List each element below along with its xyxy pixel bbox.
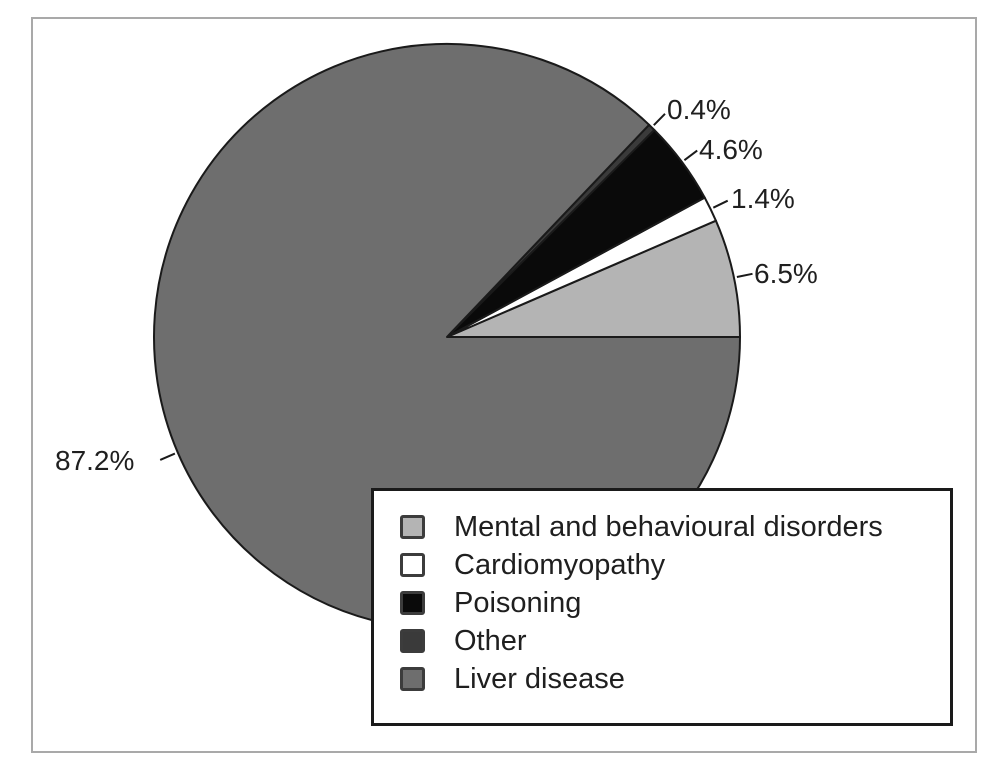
legend-label: Other: [454, 624, 527, 657]
percent-label-cardiomyopathy: 1.4%: [731, 183, 795, 214]
label-tick-lines: [159, 113, 753, 461]
legend-swatch-icon-poisoning: [400, 591, 425, 615]
percent-label-poisoning: 4.6%: [699, 134, 763, 165]
legend-swatch-icon-mental-and-behavioural-disorders: [400, 515, 425, 539]
legend-label: Mental and behavioural disorders: [454, 510, 883, 543]
legend-swatch-icon-liver-disease: [400, 667, 425, 691]
legend-swatch-icon-other: [400, 629, 425, 653]
legend-item-liver-disease: Liver disease: [400, 660, 950, 698]
legend-item-mental-and-behavioural-disorders: Mental and behavioural disorders: [400, 508, 950, 546]
pie-slice-mental-and-behavioural-disorders: [446, 219, 741, 338]
legend-item-cardiomyopathy: Cardiomyopathy: [400, 546, 950, 584]
percent-label-liver-disease: 87.2%: [55, 445, 135, 476]
legend-label: Poisoning: [454, 586, 582, 619]
legend-label: Liver disease: [454, 662, 625, 695]
legend-item-poisoning: Poisoning: [400, 584, 950, 622]
label-tick-cardiomyopathy: [712, 199, 729, 209]
legend-label: Cardiomyopathy: [454, 548, 666, 581]
pie-slices: [153, 42, 741, 631]
label-tick-other: [653, 113, 666, 126]
label-tick-poisoning: [683, 149, 698, 161]
label-tick-liver-disease: [159, 452, 176, 461]
legend-item-other: Other: [400, 622, 950, 660]
label-tick-mental-and-behavioural-disorders: [736, 272, 753, 278]
percent-label-mental-and-behavioural-disorders: 6.5%: [754, 258, 818, 289]
legend-swatch-icon-cardiomyopathy: [400, 553, 425, 577]
percent-label-other: 0.4%: [667, 94, 731, 125]
legend: Mental and behavioural disorders Cardiom…: [371, 488, 953, 726]
